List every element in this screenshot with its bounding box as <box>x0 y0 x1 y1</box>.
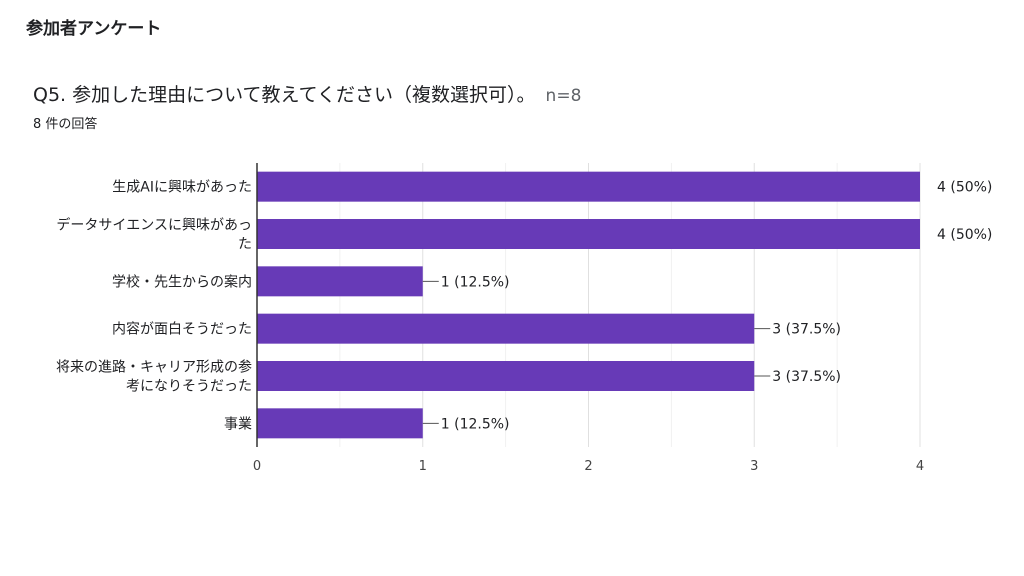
bar <box>257 408 423 439</box>
question-heading: Q5. 参加した理由について教えてください（複数選択可）。 n=8 <box>33 80 581 107</box>
bar <box>257 219 920 249</box>
data-label: 1 (12.5%) <box>441 416 510 432</box>
category-label: データサイエンスに興味があっ <box>56 217 252 234</box>
category-label: 事業 <box>224 416 252 432</box>
category-label: 内容が面白そうだった <box>112 321 252 338</box>
response-count: 8 件の回答 <box>33 117 98 132</box>
category-label: 学校・先生からの案内 <box>112 273 252 290</box>
bar <box>257 313 755 344</box>
category-label: た <box>238 237 252 253</box>
bar <box>257 361 755 391</box>
x-tick-label: 1 <box>419 459 427 474</box>
data-label: 3 (37.5%) <box>772 322 841 338</box>
data-label: 3 (37.5%) <box>772 369 841 385</box>
data-label: 4 (50%) <box>937 227 992 243</box>
x-tick-label: 0 <box>253 459 261 474</box>
category-label: 生成AIに興味があった <box>112 180 252 196</box>
bar <box>257 171 920 202</box>
category-label: 考になりそうだった <box>126 379 252 395</box>
survey-title: 参加者アンケート <box>26 19 162 39</box>
x-tick-label: 2 <box>584 459 592 474</box>
x-tick-label: 3 <box>750 459 758 474</box>
data-label: 4 (50%) <box>937 180 992 196</box>
bar <box>257 266 423 297</box>
question-text: Q5. 参加した理由について教えてください（複数選択可）。 <box>33 84 536 106</box>
data-label: 1 (12.5%) <box>441 274 510 290</box>
category-label: 将来の進路・キャリア形成の参 <box>56 359 252 376</box>
sample-size-label: n=8 <box>545 86 582 106</box>
x-tick-label: 4 <box>916 459 924 474</box>
